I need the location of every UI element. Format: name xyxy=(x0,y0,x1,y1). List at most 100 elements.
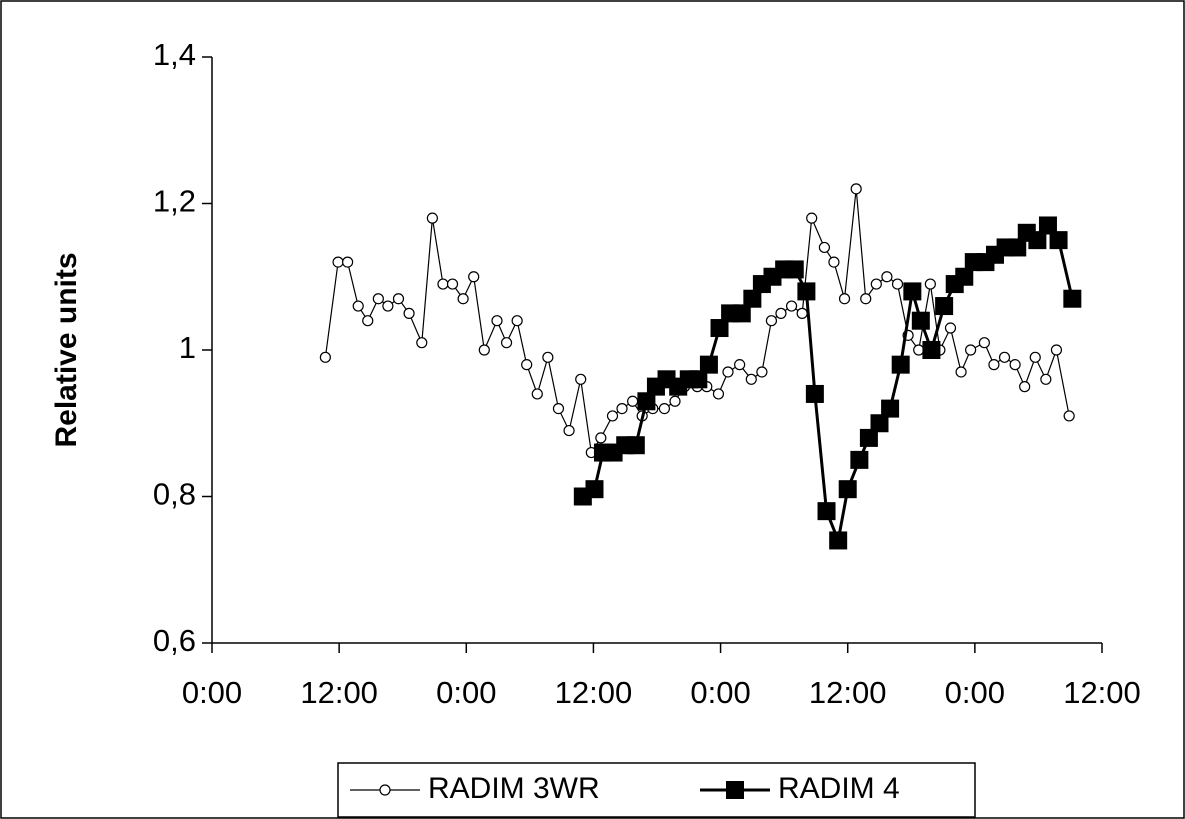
y-tick-label: 1 xyxy=(179,330,196,365)
data-point xyxy=(1009,359,1021,371)
legend-box xyxy=(337,762,976,818)
data-point xyxy=(699,355,718,374)
data-point xyxy=(1040,373,1052,385)
data-point xyxy=(500,337,513,349)
data-point xyxy=(785,300,798,312)
legend-label: RADIM 3WR xyxy=(428,772,600,805)
legend-marker xyxy=(379,784,391,796)
data-point xyxy=(881,271,893,283)
data-point xyxy=(1063,289,1082,308)
data-point xyxy=(743,289,762,308)
data-point xyxy=(521,359,533,371)
data-point xyxy=(828,256,840,268)
data-point xyxy=(319,351,331,363)
data-point xyxy=(913,344,925,356)
data-point xyxy=(468,271,480,283)
data-point xyxy=(416,337,428,349)
data-point xyxy=(372,293,384,305)
x-tick-label: 12:00 xyxy=(555,675,633,710)
data-point xyxy=(829,531,848,550)
legend-label: RADIM 4 xyxy=(778,772,900,805)
data-point xyxy=(491,315,503,327)
data-point xyxy=(988,359,1000,371)
data-point xyxy=(722,366,734,378)
y-tick-label: 1,2 xyxy=(153,184,196,219)
y-tick-label: 1,4 xyxy=(153,37,196,72)
data-point xyxy=(457,293,469,305)
x-tick-label: 0:00 xyxy=(945,675,1005,710)
data-point xyxy=(511,315,523,327)
data-point xyxy=(1028,231,1047,250)
data-point xyxy=(1019,381,1031,393)
x-tick-label: 0:00 xyxy=(690,675,750,710)
data-point xyxy=(616,403,628,415)
data-point xyxy=(437,278,449,290)
x-tick-label: 12:00 xyxy=(300,675,378,710)
x-tick-label: 12:00 xyxy=(1063,675,1141,710)
data-point xyxy=(595,432,607,444)
data-point xyxy=(1008,238,1027,257)
data-point xyxy=(998,351,1011,363)
data-point xyxy=(575,373,587,385)
data-point xyxy=(870,414,889,433)
data-point xyxy=(1038,216,1057,235)
data-point xyxy=(881,399,900,418)
data-point xyxy=(838,293,851,305)
data-point xyxy=(352,300,364,312)
data-point xyxy=(1050,344,1063,356)
data-point xyxy=(585,480,604,499)
data-point xyxy=(935,297,954,316)
data-point xyxy=(342,256,354,268)
data-point xyxy=(796,307,808,319)
data-point xyxy=(732,304,751,323)
data-point xyxy=(922,341,941,359)
data-point xyxy=(797,282,816,301)
data-point xyxy=(924,278,936,290)
data-point xyxy=(658,403,671,415)
data-point xyxy=(850,183,862,195)
data-point xyxy=(542,351,554,363)
data-point xyxy=(806,212,818,224)
data-point xyxy=(403,307,415,319)
data-point xyxy=(710,319,729,338)
data-point xyxy=(850,450,869,469)
y-tick-label: 0,8 xyxy=(153,477,196,512)
data-point xyxy=(531,388,543,400)
data-point xyxy=(712,388,725,400)
data-point xyxy=(1029,351,1041,363)
data-point xyxy=(805,384,824,403)
data-point xyxy=(859,428,878,447)
data-point xyxy=(478,344,490,356)
data-point xyxy=(392,293,405,305)
data-point xyxy=(563,424,575,437)
data-point xyxy=(891,278,904,290)
data-point xyxy=(627,395,639,407)
data-point xyxy=(785,260,804,279)
data-point xyxy=(955,267,974,286)
data-point xyxy=(870,278,882,290)
data-point xyxy=(446,278,459,290)
data-point xyxy=(765,315,778,327)
data-point xyxy=(745,373,757,385)
data-point xyxy=(756,366,768,378)
legend-marker xyxy=(726,781,744,799)
data-point xyxy=(1063,410,1075,422)
data-point xyxy=(626,436,645,455)
data-point xyxy=(606,410,619,422)
x-tick-label: 12:00 xyxy=(809,675,887,710)
data-point xyxy=(978,337,990,349)
data-point xyxy=(965,344,977,356)
data-point xyxy=(903,282,922,301)
data-point xyxy=(382,300,394,312)
data-point xyxy=(362,315,374,327)
data-point xyxy=(1049,231,1068,250)
data-point xyxy=(817,502,836,521)
data-point xyxy=(860,293,872,305)
data-point xyxy=(775,307,787,319)
data-point xyxy=(955,366,967,378)
data-point xyxy=(911,311,930,330)
data-point xyxy=(838,480,857,499)
